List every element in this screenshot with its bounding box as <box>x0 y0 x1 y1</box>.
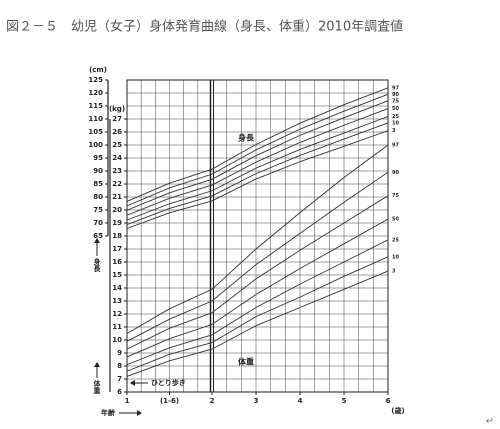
y2-tick-label: 25 <box>112 141 122 149</box>
curve-label: 50 <box>392 106 399 112</box>
percentile-curve <box>126 115 389 221</box>
x-arrow-head <box>137 410 142 416</box>
y-tick-label: 100 <box>88 141 103 149</box>
percentile-curve <box>126 130 389 229</box>
y-tick-label: 115 <box>88 102 103 110</box>
y2-tick-label: 18 <box>112 232 122 240</box>
y-tick-label: 105 <box>88 128 103 136</box>
y2-tick-label: 20 <box>112 206 122 214</box>
y2-tick-label: 23 <box>112 167 122 175</box>
y2-tick-label: 11 <box>112 323 122 331</box>
curve-label: 10 <box>392 120 399 126</box>
curve-label: 97 <box>392 85 399 91</box>
percentile-curve <box>126 256 389 372</box>
x-unit: (歳) <box>391 406 404 415</box>
percentile-curve <box>126 171 389 342</box>
y-tick-label: 70 <box>93 219 103 227</box>
y-arrow-head <box>94 238 100 243</box>
x-tick-label: 5 <box>342 397 347 405</box>
y2-tick-label: 10 <box>112 336 122 344</box>
percentile-curve <box>126 93 389 207</box>
y-unit: (cm) <box>89 66 107 74</box>
x-tick-label: 2 <box>210 397 215 405</box>
y2-tick-label: 26 <box>112 128 122 136</box>
y-tick-label: 85 <box>93 180 103 188</box>
y2-tick-label: 15 <box>112 271 122 279</box>
curve-label: 25 <box>392 237 399 243</box>
chart-title: 図２－５ 幼児（女子）身体発育曲線（身長、体重）2010年調査値 <box>6 19 403 35</box>
y2-arrow-head <box>94 362 100 367</box>
y2-tick-label: 27 <box>112 115 122 123</box>
y2-tick-label: 12 <box>112 310 122 318</box>
x-tick-label: 3 <box>254 397 259 405</box>
y2-tick-label: 19 <box>112 219 122 227</box>
y2-tick-label: 8 <box>117 362 122 370</box>
y2-tick-label: 21 <box>112 193 122 201</box>
curve-label: 75 <box>392 98 399 104</box>
annotation-walk: ひとり歩き <box>151 378 186 387</box>
y-tick-label: 65 <box>93 232 103 240</box>
y-tick-label: 110 <box>88 115 103 123</box>
annotation-weight: 体重 <box>238 357 254 367</box>
curve-label: 10 <box>392 254 399 260</box>
y2-tick-label: 7 <box>117 375 122 383</box>
percentile-curve <box>126 239 389 366</box>
y-tick-label: 80 <box>93 193 103 201</box>
percentile-curve <box>126 108 389 216</box>
return-mark: ↵ <box>486 416 494 427</box>
y2-tick-label: 22 <box>112 180 122 188</box>
y2-tick-label: 9 <box>117 349 122 357</box>
y2-tick-label: 16 <box>112 258 122 266</box>
curve-label: 3 <box>392 269 396 275</box>
y2-tick-label: 6 <box>117 388 122 396</box>
x-tick-label: 4 <box>298 397 303 405</box>
curve-label: 50 <box>392 217 399 223</box>
y-tick-label: 120 <box>88 89 103 97</box>
percentile-curve <box>126 122 389 225</box>
y-tick-label: 95 <box>93 154 103 162</box>
y2-tick-label: 14 <box>112 284 122 292</box>
curve-label: 3 <box>392 128 396 134</box>
y-tick-label: 125 <box>88 76 103 84</box>
y-tick-label: 75 <box>93 206 103 214</box>
walk-arrow-head <box>130 380 135 386</box>
percentile-curve <box>126 144 389 334</box>
curve-label: 90 <box>392 92 399 98</box>
curve-label: 75 <box>392 193 399 199</box>
y2-unit: (kg) <box>109 105 125 113</box>
y-axis-title: 身長 <box>93 257 102 273</box>
percentile-curve <box>126 100 389 211</box>
x-tick-label: 1 <box>125 397 130 405</box>
x-tick-label: 6 <box>386 397 391 405</box>
y2-tick-label: 13 <box>112 297 122 305</box>
percentile-curve <box>126 218 389 358</box>
y-tick-label: 90 <box>93 167 103 175</box>
curve-label: 97 <box>392 143 399 149</box>
percentile-curve <box>126 87 389 202</box>
annotation-height: 身長 <box>238 133 255 143</box>
x-axis-title: 年齢 <box>101 408 116 417</box>
curve-label: 90 <box>392 170 399 176</box>
x-tick-label: (1-6) <box>160 397 179 405</box>
y2-tick-label: 24 <box>112 154 122 162</box>
curve-label: 25 <box>392 114 399 120</box>
percentile-curve <box>126 195 389 350</box>
y2-axis-title: 体重 <box>93 379 102 395</box>
y2-tick-label: 17 <box>112 245 122 253</box>
percentile-curve <box>126 270 389 377</box>
